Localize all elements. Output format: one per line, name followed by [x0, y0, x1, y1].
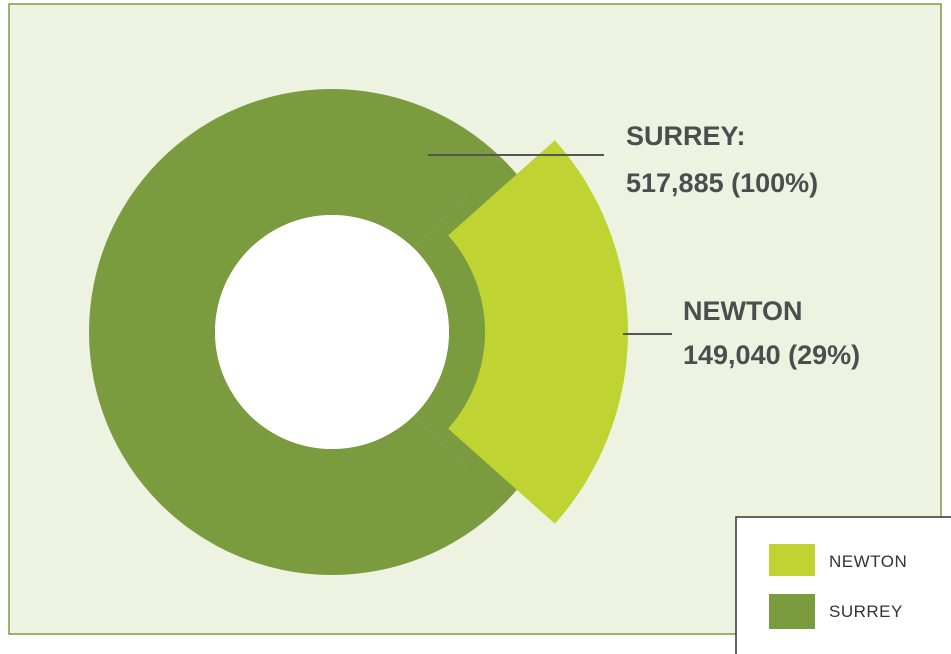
legend-label-newton: NEWTON: [829, 552, 907, 571]
newton-label-name: NEWTON: [683, 296, 803, 326]
legend-box: [735, 516, 951, 654]
legend-swatch-newton: [769, 544, 815, 576]
surrey-label-name: SURREY:: [626, 121, 746, 151]
legend-label-surrey: SURREY: [829, 602, 903, 621]
legend-swatch-surrey: [769, 594, 815, 629]
newton-label-value: 149,040 (29%): [683, 340, 860, 370]
donut-hole: [215, 215, 449, 449]
legend: NEWTON SURREY: [735, 516, 951, 654]
surrey-label-value: 517,885 (100%): [626, 168, 818, 198]
slice-surrey: [89, 89, 502, 575]
slice-newton: [448, 140, 629, 524]
donut-chart: [89, 89, 629, 575]
